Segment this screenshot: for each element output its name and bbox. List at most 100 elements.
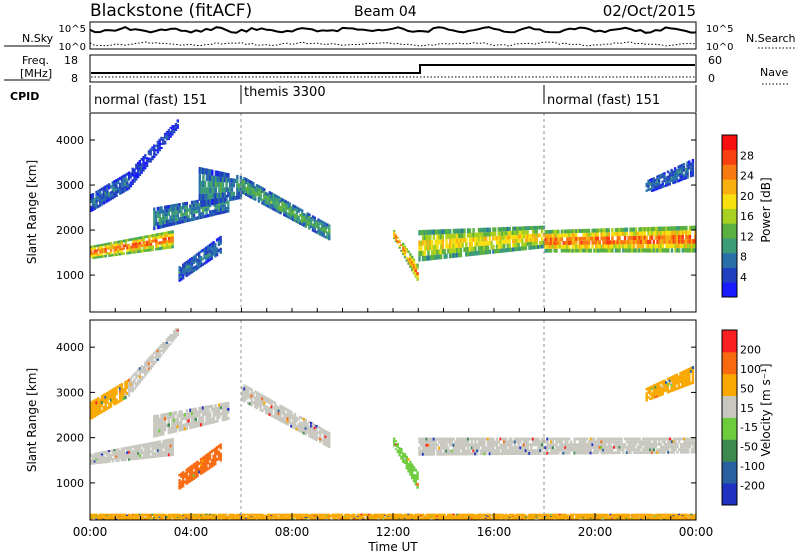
power-cell [151,237,154,240]
velocity-cell [416,471,419,475]
velocity-cell [668,445,672,449]
velocity-cell [144,371,147,374]
velocity-cell [659,443,663,446]
power-cell [652,226,656,232]
velocity-cell [209,514,212,517]
velocity-cell [243,516,246,518]
velocity-cell [654,386,657,389]
power-cell [263,191,266,194]
velocity-cell [93,408,96,412]
power-cell [679,178,682,182]
velocity-cell [656,382,659,386]
velocity-cell [595,443,598,446]
velocity-cell [153,418,156,423]
velocity-cell [434,437,437,441]
power-cell [208,249,212,253]
power-cell [118,176,122,180]
velocity-cell [163,514,167,517]
velocity-cell [555,443,558,447]
velocity-cell [129,382,133,386]
power-cell [308,224,311,227]
power-cell [158,241,162,245]
power-cell [286,204,289,207]
velocity-cell [281,417,284,420]
velocity-cell [162,351,165,354]
velocity-cell [409,460,412,464]
velocity-cell [297,426,300,429]
velocity-cell [203,461,206,464]
velocity-cell [501,437,504,441]
power-cell [689,168,693,172]
power-cell [423,235,427,241]
velocity-cell [192,514,196,517]
velocity-cell [149,516,152,518]
power-cell [679,234,683,240]
velocity-cell [436,449,439,453]
velocity-cell [90,461,93,463]
velocity-cell [432,449,436,453]
power-cell [126,178,129,182]
power-cell [283,210,286,214]
power-cell [690,239,693,244]
velocity-cell [99,453,102,456]
velocity-cell [207,408,210,412]
power-cell [295,214,298,218]
velocity-cell [176,331,179,333]
velocity-cell [567,443,571,447]
velocity-cell [393,440,396,443]
velocity-cell [201,470,204,474]
power-cell [600,244,603,249]
power-cell [194,257,197,260]
velocity-cell [266,514,270,517]
power-cell [106,242,109,246]
power-cell [605,240,609,245]
velocity-cell [216,419,219,423]
velocity-cell [239,514,243,517]
velocity-cell [187,415,190,420]
velocity-cell [133,518,136,520]
power-cell [681,163,684,167]
power-cell [176,206,179,211]
velocity-cell [171,438,174,441]
power-cell [519,234,522,239]
power-cell [634,240,638,245]
velocity-cell [476,437,479,441]
power-band [645,158,695,192]
velocity-cell [241,514,244,517]
power-cell [255,192,259,196]
velocity-cell [654,440,657,443]
velocity-cell [252,516,255,518]
power-cell [587,240,591,245]
velocity-cell [169,453,173,457]
power-cell [174,127,178,130]
velocity-cell [657,391,661,395]
power-cell [681,177,684,181]
velocity-cell [490,452,493,456]
power-cell [557,237,560,242]
velocity-cell [208,457,212,461]
power-cell [508,231,511,236]
velocity-cell [263,517,266,519]
power-cell [297,215,300,219]
velocity-cell [185,476,188,480]
velocity-cell [176,516,179,518]
velocity-cell [670,386,673,390]
power-cell [485,232,488,237]
power-cell [403,249,407,252]
velocity-cell [286,422,289,426]
power-cell [654,183,657,186]
power-cell [178,279,181,282]
power-cell [614,232,618,237]
velocity-cell [158,518,161,520]
power-cell [654,178,657,182]
velocity-cell [160,518,163,520]
velocity-cell [620,437,623,441]
velocity-cell [643,448,647,452]
power-cell [427,234,430,240]
power-cell [659,243,663,249]
power-cell [93,247,96,250]
velocity-cell [522,437,526,441]
power-cell [198,173,201,181]
velocity-cell [145,364,149,367]
velocity-cell [640,451,643,454]
